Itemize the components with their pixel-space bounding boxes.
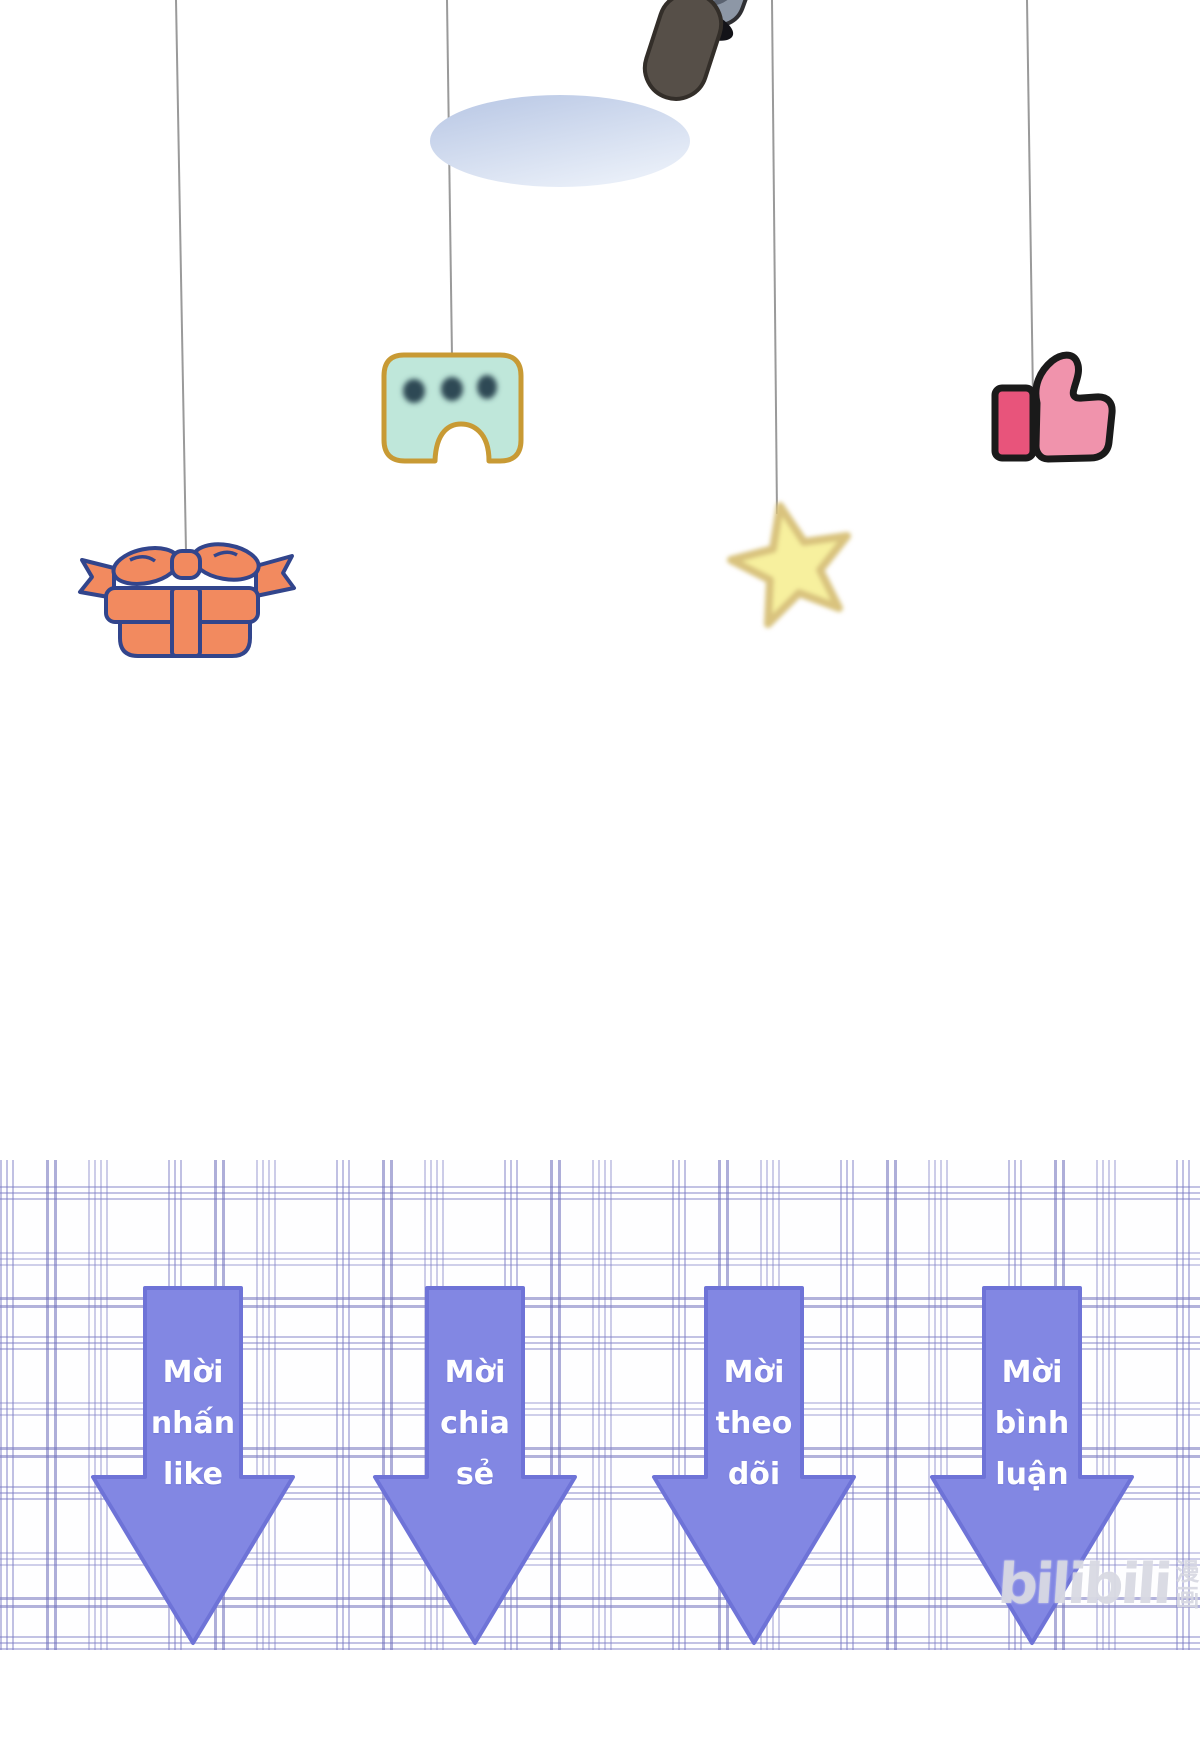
boot-icon	[642, 0, 761, 101]
arrow-label-follow: Mời theo dõi	[684, 1347, 824, 1500]
string-thumbs-up	[1026, 0, 1034, 399]
arrow-share-line1: Mời	[444, 1355, 506, 1390]
arrow-comment-line2: bình	[994, 1406, 1070, 1441]
typing-dots	[403, 375, 497, 403]
manga-char-2: 画	[1175, 1583, 1200, 1612]
arrow-follow-line2: theo	[715, 1406, 793, 1441]
string-chat-bubble	[446, 0, 453, 358]
star-icon	[727, 502, 851, 628]
arrow-label-like: Mời nhấn like	[123, 1347, 263, 1500]
bilibili-manga-characters: 漫 画	[1175, 1559, 1199, 1611]
arrow-like	[91, 1286, 295, 1645]
arrow-share	[373, 1286, 577, 1645]
arrow-comment-line3: luận	[995, 1457, 1069, 1492]
arrow-like-line1: Mời	[162, 1355, 224, 1390]
string-gift	[175, 0, 187, 553]
arrow-comment	[930, 1286, 1134, 1645]
cta-arrows	[91, 1286, 1134, 1645]
thumbs-up-icon	[991, 351, 1116, 463]
hole-ellipse	[430, 95, 690, 187]
arrow-follow	[652, 1286, 856, 1645]
bilibili-logo-text: bilibili	[995, 1552, 1172, 1617]
arrow-like-line3: like	[162, 1457, 224, 1492]
arrow-follow-line1: Mời	[723, 1355, 785, 1390]
arrow-share-line3: sẻ	[455, 1457, 495, 1492]
arrow-comment-line1: Mời	[1001, 1355, 1063, 1390]
arrow-label-comment: Mời bình luận	[962, 1347, 1102, 1500]
manga-char-1: 漫	[1175, 1557, 1200, 1586]
arrow-label-share: Mời chia sẻ	[405, 1347, 545, 1500]
bilibili-watermark: bilibili 漫 画	[995, 1552, 1200, 1617]
arrow-follow-line3: dõi	[727, 1457, 781, 1492]
arrow-share-line2: chia	[440, 1406, 510, 1441]
chat-bubble-icon	[381, 352, 524, 464]
gift-icon	[78, 542, 296, 658]
arrow-like-line2: nhấn	[150, 1406, 236, 1441]
string-star	[771, 0, 778, 515]
